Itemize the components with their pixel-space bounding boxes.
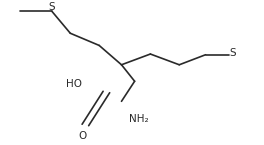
Text: HO: HO [66, 79, 82, 89]
Text: NH₂: NH₂ [129, 114, 149, 124]
Text: O: O [78, 131, 86, 141]
Text: S: S [49, 2, 55, 12]
Text: S: S [229, 48, 236, 58]
